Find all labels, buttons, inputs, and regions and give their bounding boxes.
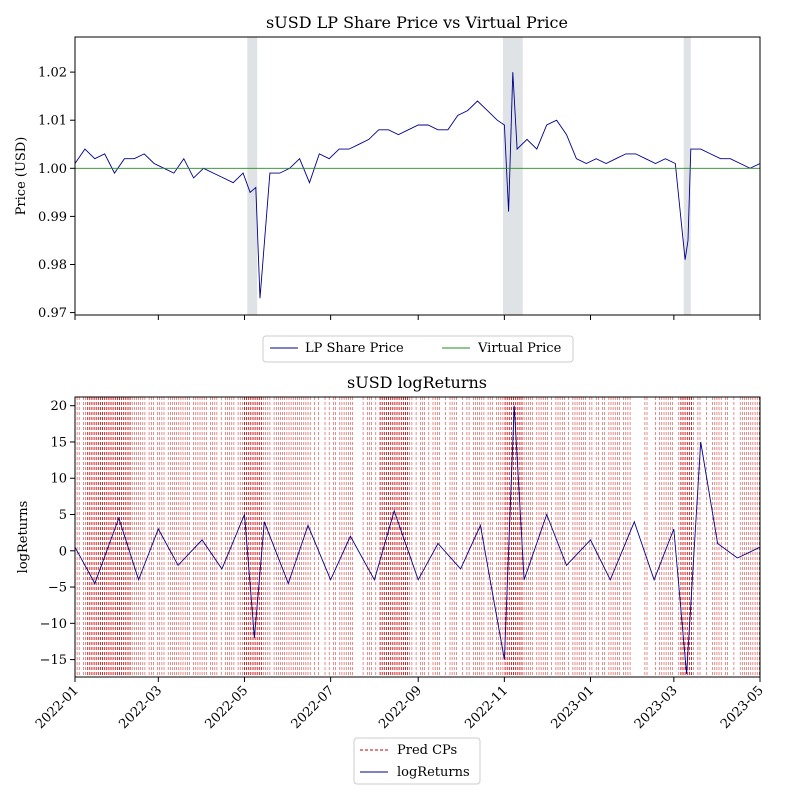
y-tick-label: 0.99 xyxy=(38,210,67,225)
chart-title: sUSD logReturns xyxy=(347,373,487,392)
legend-label-lp-share-price: LP Share Price xyxy=(305,341,404,356)
legend-label-pred-cps: Pred CPs xyxy=(397,743,457,758)
shaded-region xyxy=(502,37,523,315)
y-tick-label: −5 xyxy=(48,581,67,596)
shaded-region xyxy=(683,37,691,315)
y-axis-label: logReturns xyxy=(16,501,31,574)
y-tick-label: 1.02 xyxy=(38,66,67,81)
y-tick-label: 15 xyxy=(50,435,67,450)
y-axis-label: Price (USD) xyxy=(14,137,29,216)
plot-frame xyxy=(74,36,761,316)
y-tick-label: 10 xyxy=(50,472,67,487)
lp-share-price-line xyxy=(74,72,761,299)
y-tick-label: 0 xyxy=(59,544,67,559)
y-tick-label: 20 xyxy=(50,399,67,414)
y-tick-label: 5 xyxy=(59,508,67,523)
logreturns-legend: Pred CPs logReturns xyxy=(353,737,481,785)
plot-frame xyxy=(74,396,761,678)
price-chart: sUSD LP Share Price vs Virtual Price 0.9… xyxy=(14,13,761,321)
shaded-region xyxy=(247,37,258,315)
y-tick-label: −15 xyxy=(40,653,67,668)
logreturns-line xyxy=(74,405,761,675)
y-tick-label: 0.97 xyxy=(38,306,67,321)
y-tick-label: −10 xyxy=(40,617,67,632)
y-tick-label: 1.00 xyxy=(38,162,67,177)
price-legend: LP Share Price Virtual Price xyxy=(262,335,574,363)
chart-title: sUSD LP Share Price vs Virtual Price xyxy=(266,13,568,32)
y-tick-label: 1.01 xyxy=(38,114,67,129)
legend-label-logreturns: logReturns xyxy=(397,765,470,780)
y-tick-label: 0.98 xyxy=(38,258,67,273)
legend-label-virtual-price: Virtual Price xyxy=(477,341,562,356)
